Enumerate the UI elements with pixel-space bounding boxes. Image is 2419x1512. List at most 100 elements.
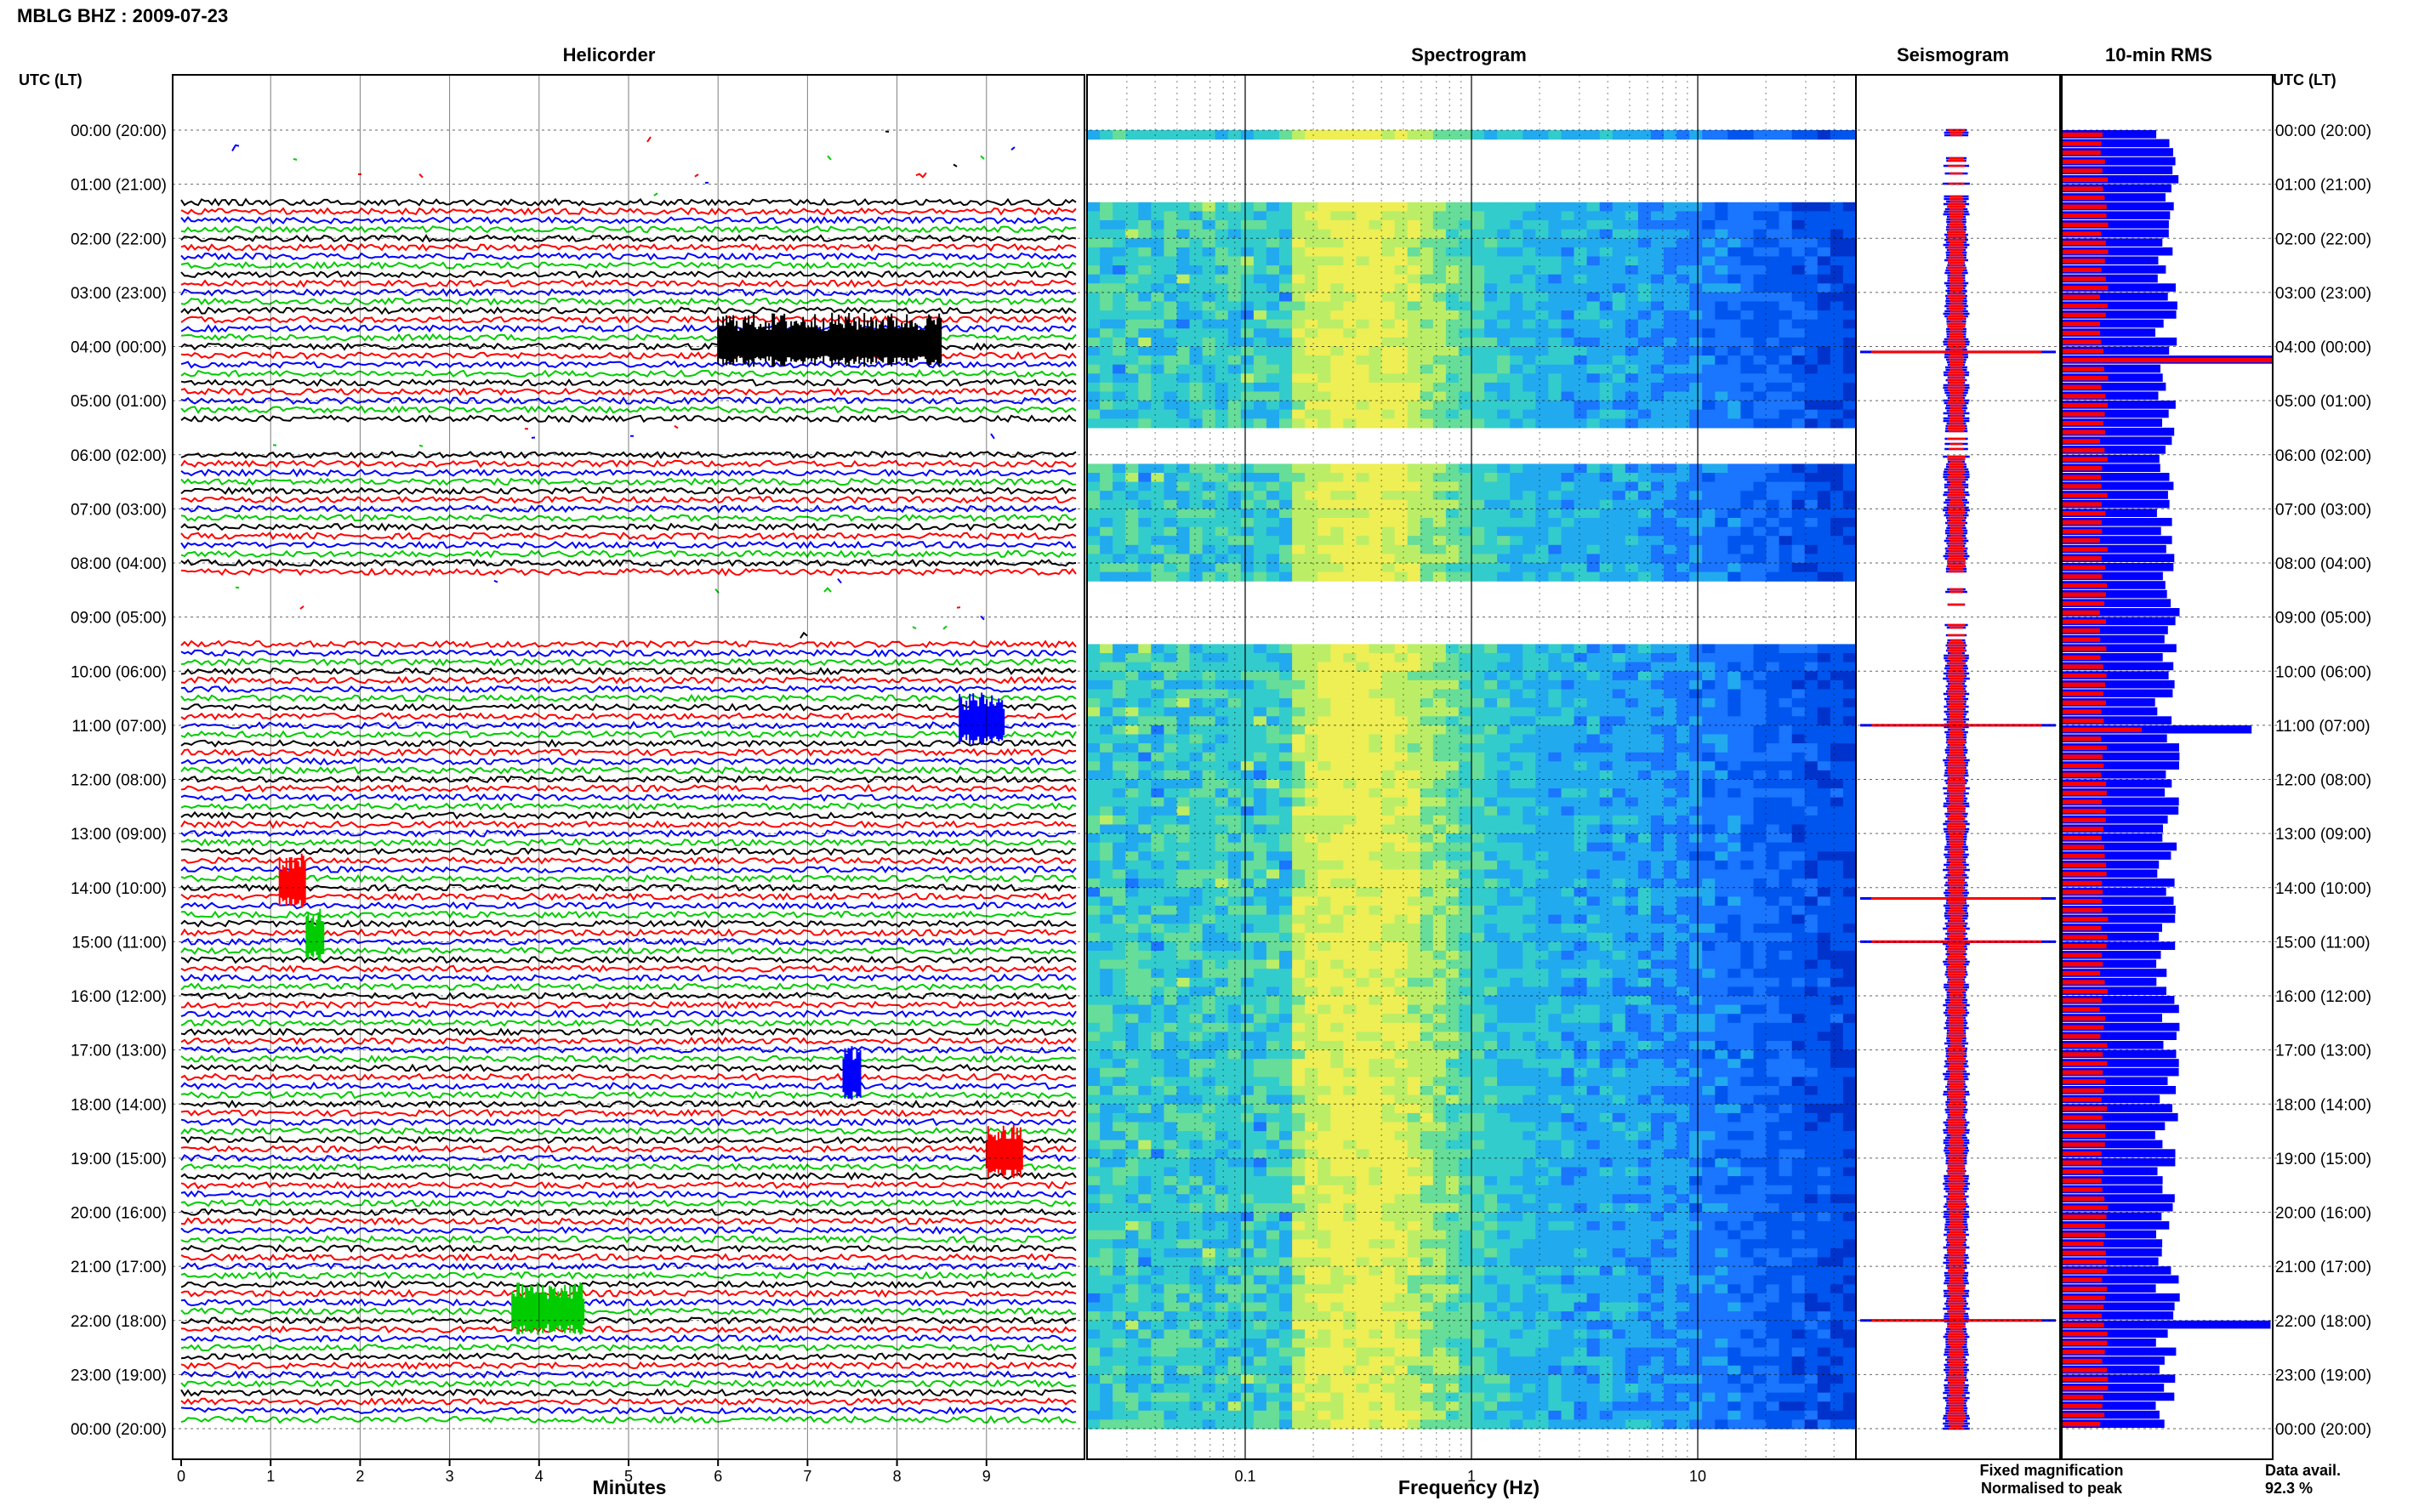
spectrogram-cell <box>1510 328 1523 338</box>
spectrogram-cell <box>1599 815 1614 826</box>
spectrogram-cell <box>1676 463 1690 474</box>
spectrogram-cell <box>1100 518 1113 528</box>
spectrogram-cell <box>1458 463 1472 474</box>
spectrogram-cell <box>1394 229 1409 239</box>
spectrogram-cell <box>1151 544 1164 554</box>
spectrogram-cell <box>1548 662 1562 672</box>
spectrogram-cell <box>1484 373 1498 384</box>
spectrogram-cell <box>1548 238 1562 248</box>
spectrogram-cell <box>1740 689 1755 699</box>
spectrogram-cell <box>1766 743 1780 753</box>
spectrogram-cell <box>1676 996 1690 1006</box>
spectrogram-cell <box>1535 752 1549 762</box>
spectrogram-cell <box>1484 653 1498 663</box>
spectrogram-cell <box>1343 229 1357 239</box>
spectrogram-cell <box>1356 355 1370 366</box>
spectrogram-cell <box>1471 906 1485 916</box>
spectrogram-cell <box>1484 319 1498 329</box>
spectrogram-cell <box>1420 130 1434 140</box>
spectrogram-cell <box>1138 679 1152 691</box>
spectrogram-cell <box>1637 996 1652 1006</box>
spectrogram-cell <box>1471 274 1485 284</box>
spectrogram-cell <box>1727 743 1741 753</box>
spectrogram-cell <box>1356 924 1370 934</box>
spectrogram-cell <box>1497 851 1511 861</box>
spectrogram-cell <box>1586 977 1601 987</box>
spectrogram-cell <box>1394 1004 1409 1015</box>
spectrogram-cell <box>1664 806 1677 816</box>
spectrogram-cell <box>1407 932 1421 942</box>
spectrogram-cell <box>1087 238 1101 248</box>
spectrogram-cell <box>1548 310 1562 321</box>
spectrogram-cell <box>1420 734 1434 744</box>
spectrogram-cell <box>1599 463 1614 474</box>
spectrogram-cell <box>1753 851 1767 861</box>
spectrogram-cell <box>1574 679 1588 691</box>
spectrogram-cell <box>1471 869 1485 879</box>
spectrogram-cell <box>1292 563 1306 573</box>
spectrogram-cell <box>1432 959 1447 969</box>
spectrogram-cell <box>1664 409 1677 419</box>
spectrogram-cell <box>1113 662 1126 672</box>
spectrogram-cell <box>1432 256 1447 266</box>
spectrogram-cell <box>1650 833 1665 844</box>
spectrogram-cell <box>1727 887 1741 897</box>
spectrogram-cell <box>1305 698 1318 708</box>
spectrogram-cell <box>1164 364 1178 374</box>
spectrogram-cell <box>1561 211 1575 221</box>
spectrogram-cell <box>1176 824 1191 834</box>
spectrogram-cell <box>1753 491 1767 501</box>
helicorder-event <box>959 692 1005 745</box>
spectrogram-cell <box>1356 932 1370 942</box>
spectrogram-cell <box>1625 752 1639 762</box>
spectrogram-cell <box>1753 779 1767 789</box>
spectrogram-cell <box>1548 761 1562 771</box>
spectrogram-cell <box>1420 563 1434 573</box>
spectrogram-cell <box>1804 509 1819 519</box>
spectrogram-cell <box>1523 662 1536 672</box>
spectrogram-cell <box>1253 896 1267 907</box>
spectrogram-cell <box>1189 689 1204 699</box>
spectrogram-cell <box>1817 463 1831 474</box>
spectrogram-cell <box>1804 247 1819 258</box>
spectrogram-cell <box>1599 355 1614 366</box>
spectrogram-cell <box>1356 896 1370 907</box>
spectrogram-cell <box>1113 698 1126 708</box>
spectrogram-cell <box>1151 824 1164 834</box>
spectrogram-cell <box>1305 337 1318 348</box>
spectrogram-cell <box>1766 463 1780 474</box>
spectrogram-cell <box>1535 959 1549 969</box>
spectrogram-cell <box>1227 265 1242 276</box>
spectrogram-cell <box>1650 211 1665 221</box>
spectrogram-cell <box>1727 463 1741 474</box>
spectrogram-cell <box>1420 662 1434 672</box>
spectrogram-cell <box>1394 951 1409 961</box>
spectrogram-cell <box>1586 679 1601 691</box>
spectrogram-cell <box>1650 1004 1665 1015</box>
spectrogram-cell <box>1330 401 1344 411</box>
spectrogram-cell <box>1702 526 1716 537</box>
spectrogram-cell <box>1586 959 1601 969</box>
spectrogram-cell <box>1100 788 1113 799</box>
spectrogram-cell <box>1766 770 1780 781</box>
spectrogram-cell <box>1202 906 1216 916</box>
spectrogram-cell <box>1561 518 1575 528</box>
spectrogram-cell <box>1458 869 1472 879</box>
spectrogram-cell <box>1292 653 1306 663</box>
spectrogram-cell <box>1445 824 1460 834</box>
spectrogram-cell <box>1432 977 1447 987</box>
spectrogram-cell <box>1561 679 1575 691</box>
spectrogram-cell <box>1318 418 1331 429</box>
spectrogram-cell <box>1535 274 1549 284</box>
spectrogram-cell <box>1535 1014 1549 1024</box>
spectrogram-cell <box>1740 382 1755 393</box>
spectrogram-cell <box>1253 833 1267 844</box>
spectrogram-cell <box>1535 481 1549 492</box>
spectrogram-cell <box>1779 481 1793 492</box>
spectrogram-cell <box>1215 779 1229 789</box>
spectrogram-cell <box>1164 996 1178 1006</box>
spectrogram-cell <box>1202 536 1216 546</box>
spectrogram-cell <box>1510 969 1523 979</box>
spectrogram-cell <box>1830 951 1844 961</box>
spectrogram-cell <box>1715 969 1728 979</box>
